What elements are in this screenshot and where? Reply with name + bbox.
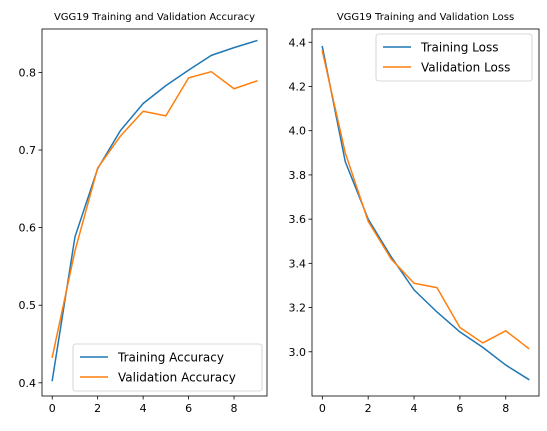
loss-y-tick-label: 4.0 bbox=[289, 125, 307, 138]
loss-y-tick-label: 3.6 bbox=[289, 213, 307, 226]
accuracy-x-tick-label: 2 bbox=[94, 402, 101, 415]
accuracy-y-tick-label: 0.5 bbox=[19, 299, 37, 312]
accuracy-x-tick-label: 6 bbox=[185, 402, 192, 415]
accuracy-legend-label-training: Training Accuracy bbox=[117, 351, 224, 365]
accuracy-y-tick-label: 0.4 bbox=[19, 377, 37, 390]
loss-axes-frame bbox=[311, 28, 540, 397]
loss-y-tick-label: 3.2 bbox=[289, 302, 307, 315]
loss-legend-box bbox=[375, 33, 533, 82]
loss-y-tick-label: 4.4 bbox=[289, 36, 307, 49]
accuracy-legend: Training Accuracy Validation Accuracy bbox=[72, 343, 263, 392]
accuracy-series-line-validation bbox=[51, 70, 258, 359]
loss-y-tick-label: 3.0 bbox=[289, 346, 307, 359]
accuracy-x-tick-label: 4 bbox=[140, 402, 147, 415]
accuracy-y-tick-label: 0.7 bbox=[19, 144, 37, 157]
loss-y-tick-label: 3.8 bbox=[289, 169, 307, 182]
loss-chart: VGG19 Training and Validation Loss 0 2 4 6 8 3… bbox=[289, 12, 540, 415]
loss-legend: Training Loss Validation Loss bbox=[375, 33, 533, 82]
loss-y-tick-label: 4.2 bbox=[289, 80, 307, 93]
accuracy-legend-label-validation: Validation Accuracy bbox=[118, 371, 236, 385]
loss-series-line-training bbox=[321, 45, 530, 381]
accuracy-y-tick-label: 0.6 bbox=[19, 222, 37, 235]
accuracy-series-line-training bbox=[51, 39, 258, 382]
loss-x-tick-label: 4 bbox=[411, 402, 418, 415]
loss-legend-label-validation: Validation Loss bbox=[421, 61, 510, 75]
loss-series-line-validation bbox=[321, 50, 530, 350]
accuracy-y-tick-label: 0.8 bbox=[19, 66, 37, 79]
loss-chart-title: VGG19 Training and Validation Loss bbox=[337, 12, 514, 23]
loss-y-tick-label: 3.4 bbox=[289, 257, 307, 270]
accuracy-chart-title: VGG19 Training and Validation Accuracy bbox=[54, 12, 255, 23]
accuracy-legend-box bbox=[72, 343, 263, 392]
accuracy-axes-frame bbox=[41, 28, 268, 397]
loss-x-tick-label: 6 bbox=[456, 402, 463, 415]
accuracy-x-tick-label: 8 bbox=[231, 402, 238, 415]
loss-x-tick-label: 8 bbox=[502, 402, 509, 415]
accuracy-chart: VGG19 Training and Validation Accuracy 0 2… bbox=[19, 12, 268, 415]
loss-legend-label-training: Training Loss bbox=[420, 41, 498, 55]
loss-x-tick-label: 0 bbox=[319, 402, 326, 415]
accuracy-x-tick-label: 0 bbox=[49, 402, 56, 415]
loss-x-tick-label: 2 bbox=[365, 402, 372, 415]
